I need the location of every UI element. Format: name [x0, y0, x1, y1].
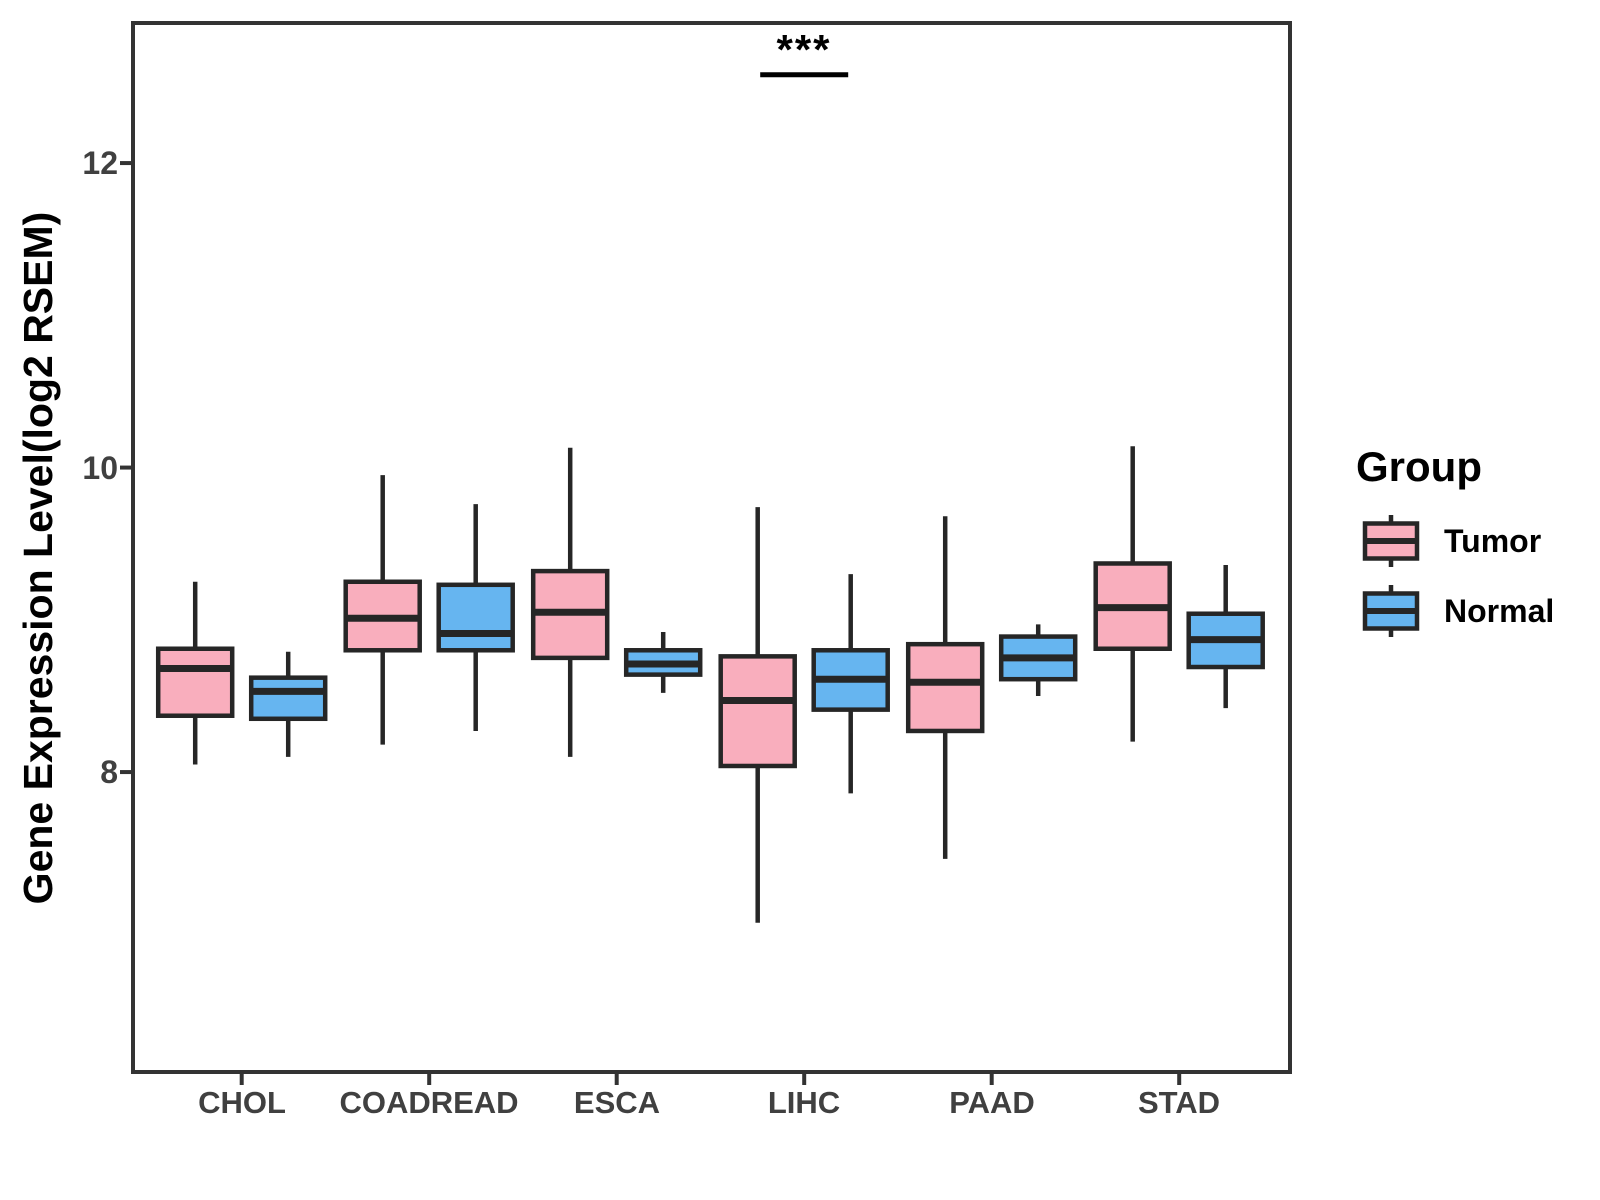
y-tick-label-8: 8 — [100, 754, 118, 790]
significance-stars: *** — [776, 26, 832, 73]
x-tick-label-coadread: COADREAD — [339, 1085, 519, 1120]
box-tumor-paad — [905, 641, 985, 734]
legend-title: Group — [1356, 443, 1482, 490]
box-tumor-chol — [155, 646, 235, 718]
x-tick-label-lihc: LIHC — [767, 1085, 841, 1120]
x-tick-label-esca: ESCA — [573, 1085, 661, 1120]
box-normal-coadread — [436, 582, 515, 653]
legend-label-tumor: Tumor — [1444, 523, 1542, 559]
y-tick-label-10: 10 — [82, 450, 118, 486]
box-normal-chol — [248, 675, 328, 722]
legend-label-normal: Normal — [1444, 593, 1555, 629]
box-tumor-lihc — [718, 654, 797, 769]
y-tick-label-12: 12 — [82, 145, 118, 181]
y-axis-title: Gene Expression Level(log2 RSEM) — [15, 211, 61, 905]
x-tick-label-paad: PAAD — [949, 1085, 1035, 1120]
x-tick-label-stad: STAD — [1137, 1085, 1221, 1120]
x-tick-label-chol: CHOL — [198, 1085, 286, 1120]
plot-panel-border — [131, 21, 1292, 1074]
